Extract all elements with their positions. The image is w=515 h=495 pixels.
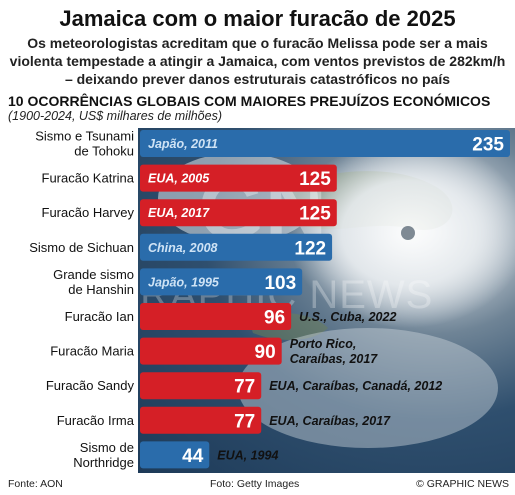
value-label: 44 [182,446,204,467]
category-label: Sismo e Tsunami [35,129,134,144]
bar-4 [140,233,333,261]
category-label: Furacão Harvey [42,205,135,220]
bar-1 [140,130,510,157]
value-label: 77 [234,411,255,432]
value-label: 125 [299,204,331,225]
category-label: Sismo de Sichuan [29,240,134,255]
headline: Jamaica com o maior furacão de 2025 [59,6,456,31]
location-label: Japão, 2011 [148,137,218,151]
bar-10 [140,441,210,469]
value-label: 77 [234,377,255,398]
location-label: China, 2008 [148,241,218,255]
location-label: Caraíbas, 2017 [290,352,379,366]
bar-9 [140,406,262,434]
bar-2 [140,164,337,192]
bar-8 [140,372,262,400]
location-label: EUA, 2017 [148,206,210,220]
location-label: Japão, 1995 [148,275,220,289]
category-label: de Tohoku [74,144,134,159]
copyright: © GRAPHIC NEWS [416,478,509,490]
bar-3 [140,199,337,227]
category-label: Northridge [73,455,134,470]
location-label: EUA, Caraíbas, Canadá, 2012 [269,379,442,393]
bar-7 [140,337,282,365]
location-label: Porto Rico, [290,337,357,351]
value-label: 235 [472,135,504,156]
category-label: Furacão Maria [50,344,135,359]
bar-6 [140,303,292,330]
location-label: EUA, 1994 [217,448,278,462]
subheadline: Os meteorologistas acreditam que o furac… [9,35,506,87]
category-label: Furacão Sandy [46,378,135,393]
category-label: Sismo de [80,440,134,455]
category-label: Furacão Irma [57,413,135,428]
category-label: Furacão Katrina [42,171,135,186]
value-label: 96 [264,308,285,329]
location-label: EUA, 2005 [148,172,210,186]
chart-subtitle: (1900-2024, US$ milhares de milhões) [8,109,222,123]
chart-title: 10 OCORRÊNCIAS GLOBAIS COM MAIORES PREJU… [8,93,491,109]
category-label: de Hanshin [68,282,134,297]
value-label: 90 [255,342,276,363]
location-label: U.S., Cuba, 2022 [299,310,396,324]
value-label: 122 [294,238,326,259]
category-label: Furacão Ian [65,309,134,324]
value-label: 103 [264,273,296,294]
bar-5 [140,268,303,296]
location-label: EUA, Caraíbas, 2017 [269,414,391,428]
photo-credit: Foto: Getty Images [210,478,300,490]
category-label: Grande sismo [53,267,134,282]
source-note: Fonte: AON [8,478,63,490]
value-label: 125 [299,169,331,190]
